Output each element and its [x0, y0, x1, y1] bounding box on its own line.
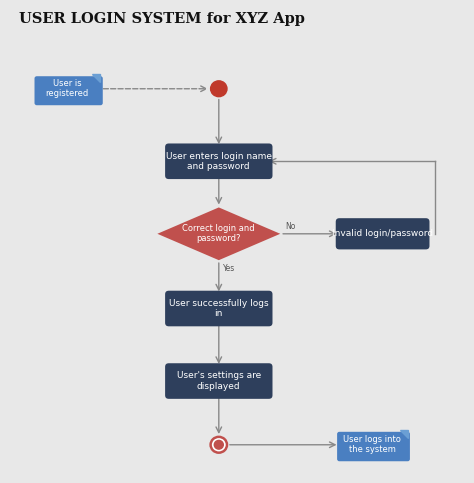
FancyBboxPatch shape — [165, 363, 273, 399]
Text: Yes: Yes — [223, 264, 236, 273]
Text: User enters login name
and password: User enters login name and password — [166, 152, 272, 171]
Polygon shape — [401, 430, 408, 438]
Circle shape — [210, 81, 227, 97]
Polygon shape — [92, 74, 100, 83]
Circle shape — [210, 437, 227, 453]
FancyBboxPatch shape — [165, 143, 273, 179]
Text: User is
registered: User is registered — [45, 79, 89, 99]
FancyBboxPatch shape — [336, 218, 429, 249]
Circle shape — [214, 440, 223, 449]
Text: User logs into
the system: User logs into the system — [343, 435, 401, 455]
FancyBboxPatch shape — [337, 432, 410, 461]
FancyBboxPatch shape — [165, 291, 273, 327]
Text: No: No — [285, 222, 295, 230]
Polygon shape — [157, 207, 280, 260]
Text: Invalid login/password: Invalid login/password — [332, 229, 433, 238]
Text: Correct login and
password?: Correct login and password? — [182, 224, 255, 243]
Text: USER LOGIN SYSTEM for XYZ App: USER LOGIN SYSTEM for XYZ App — [19, 12, 305, 26]
Text: User successfully logs
in: User successfully logs in — [169, 299, 269, 318]
FancyBboxPatch shape — [35, 76, 103, 105]
Text: User's settings are
displayed: User's settings are displayed — [177, 371, 261, 391]
